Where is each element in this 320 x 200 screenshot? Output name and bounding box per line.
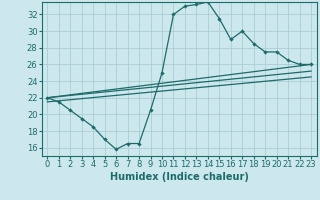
X-axis label: Humidex (Indice chaleur): Humidex (Indice chaleur) [110,172,249,182]
